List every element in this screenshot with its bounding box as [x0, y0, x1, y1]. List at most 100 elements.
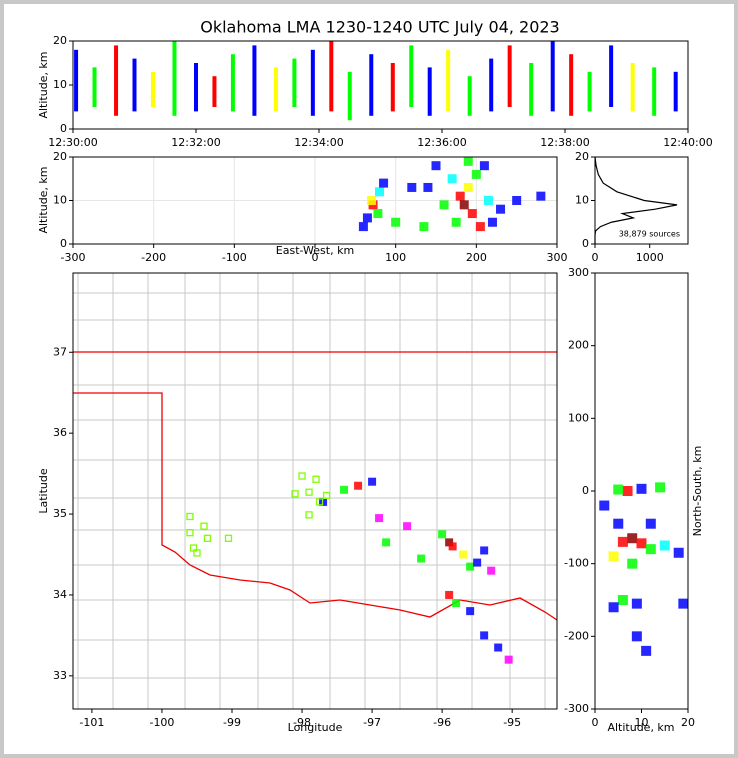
source-cluster — [452, 599, 461, 608]
x-tick-label: -100 — [149, 716, 174, 729]
station — [305, 511, 313, 519]
station — [298, 472, 306, 480]
source-cluster — [382, 538, 391, 547]
source-cluster — [617, 536, 628, 547]
station — [291, 490, 299, 498]
source-streak — [230, 54, 235, 112]
axes-frame — [72, 40, 689, 130]
source-cluster — [438, 530, 447, 539]
source-cluster — [431, 161, 441, 171]
source-cluster — [483, 196, 493, 205]
source-streak — [569, 54, 574, 116]
y-axis-label: North-South, km — [691, 446, 704, 537]
source-cluster — [455, 191, 465, 201]
source-streak — [74, 49, 79, 112]
source-streak — [630, 63, 635, 112]
station — [224, 534, 233, 542]
source-cluster — [496, 204, 506, 214]
x-tick-label: -101 — [79, 716, 104, 729]
source-cluster — [636, 483, 647, 494]
source-streak — [390, 63, 395, 112]
x-tick-label: -200 — [141, 251, 166, 264]
y-tick-label: 36 — [53, 426, 67, 439]
x-tick-label: 12:38:00 — [540, 136, 589, 149]
source-streak — [369, 54, 374, 116]
source-cluster — [636, 538, 647, 549]
source-cluster — [358, 222, 368, 232]
y-tick-label: 0 — [582, 484, 589, 497]
x-tick-label: -100 — [222, 251, 247, 264]
station — [305, 488, 313, 496]
source-cluster — [678, 598, 689, 609]
x-tick-label: -300 — [61, 251, 86, 264]
source-streak — [347, 71, 352, 121]
source-streak — [310, 49, 315, 116]
x-tick-label: 100 — [385, 251, 406, 264]
source-cluster — [463, 182, 473, 192]
source-cluster — [375, 514, 384, 523]
station — [322, 491, 331, 500]
y-tick-label: 10 — [575, 194, 589, 207]
source-cluster — [479, 161, 489, 171]
axes-frame — [594, 156, 689, 245]
source-cluster — [451, 217, 461, 227]
annotation: 38,879 sources — [619, 230, 680, 239]
y-tick-label: 0 — [60, 122, 67, 135]
source-cluster — [445, 590, 454, 599]
source-cluster — [627, 533, 638, 544]
x-tick-label: -99 — [223, 716, 241, 729]
source-streak — [273, 67, 278, 112]
station — [200, 522, 208, 530]
source-cluster — [608, 551, 619, 562]
source-cluster — [445, 538, 454, 547]
source-cluster — [641, 645, 652, 656]
source-cluster — [645, 518, 656, 529]
y-tick-label: 37 — [53, 345, 67, 358]
source-cluster — [608, 602, 619, 613]
source-cluster — [463, 156, 473, 166]
x-tick-label: 200 — [466, 251, 487, 264]
source-cluster — [362, 213, 372, 223]
station — [315, 498, 324, 506]
station — [186, 529, 194, 537]
source-cluster — [504, 655, 513, 664]
source-cluster — [447, 174, 457, 184]
y-tick-label: 20 — [575, 150, 589, 163]
y-tick-label: -100 — [564, 557, 589, 570]
altitude-histogram — [594, 156, 678, 244]
axes-frame — [72, 272, 558, 710]
source-cluster — [655, 482, 666, 493]
source-cluster — [391, 217, 401, 227]
y-tick-label: 10 — [53, 78, 67, 91]
station — [203, 534, 212, 542]
source-cluster — [487, 566, 496, 575]
x-tick-label: -95 — [503, 716, 521, 729]
source-cluster — [403, 522, 412, 531]
source-cluster — [599, 500, 610, 511]
y-tick-label: 34 — [53, 588, 67, 601]
source-streak — [507, 45, 512, 107]
y-tick-label: -300 — [564, 702, 589, 715]
source-streak — [587, 71, 592, 112]
source-cluster — [631, 598, 642, 609]
x-tick-label: 12:36:00 — [417, 136, 466, 149]
source-cluster — [466, 607, 475, 616]
y-tick-label: 0 — [582, 237, 589, 250]
x-tick-label: 0 — [592, 251, 599, 264]
source-cluster — [439, 200, 449, 210]
x-tick-label: 12:32:00 — [171, 136, 220, 149]
x-tick-label: 20 — [681, 716, 695, 729]
state-border — [73, 351, 557, 621]
y-tick-label: 10 — [53, 194, 67, 207]
source-streak — [609, 45, 614, 107]
source-cluster — [659, 540, 670, 551]
x-axis-label: Longitude — [288, 721, 343, 734]
source-streak — [409, 45, 414, 107]
source-streak — [172, 41, 177, 116]
y-axis-label: Altitude, km — [37, 166, 50, 233]
x-tick-label: 12:40:00 — [663, 136, 712, 149]
source-streak — [212, 76, 217, 107]
y-tick-label: 200 — [568, 339, 589, 352]
source-streak — [194, 63, 198, 112]
